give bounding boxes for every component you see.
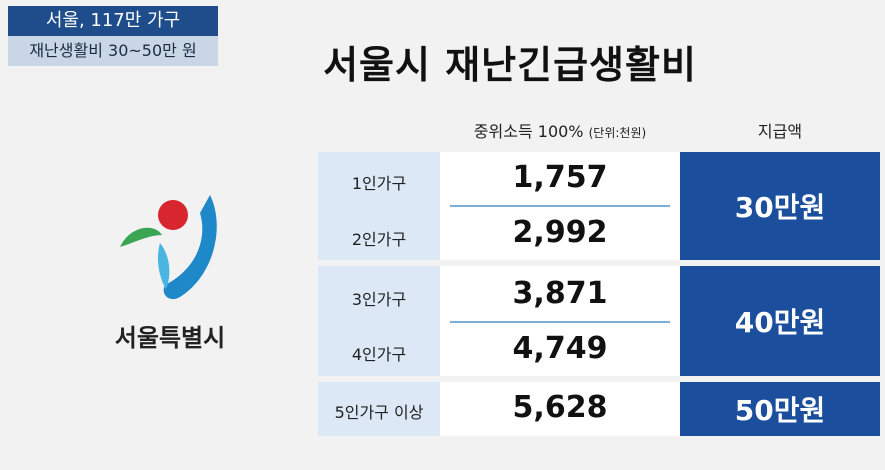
value-cell bbox=[440, 382, 680, 436]
household: 4인가구 bbox=[351, 345, 407, 364]
income: 3,871 bbox=[512, 276, 608, 311]
income: 5,628 bbox=[512, 390, 608, 425]
income: 4,749 bbox=[512, 331, 608, 366]
income-header: 중위소득 100% (단위:천원) bbox=[440, 118, 680, 142]
income: 1,757 bbox=[512, 160, 608, 195]
household: 3인가구 bbox=[351, 290, 407, 309]
amount: 40만원 bbox=[680, 266, 880, 376]
household: 5인가구 이상 bbox=[334, 403, 424, 422]
amount: 30만원 bbox=[680, 152, 880, 260]
logo-label: 서울특별시 bbox=[114, 324, 226, 352]
label-cell bbox=[318, 152, 440, 260]
title: 서울시 재난긴급생활비 bbox=[323, 43, 697, 87]
label-cell bbox=[318, 266, 440, 376]
amount-header: 지급액 bbox=[757, 122, 803, 141]
badge-bottom: 재난생활비 30~50만 원 bbox=[8, 36, 218, 66]
badge-top: 서울, 117만 가구 bbox=[8, 6, 218, 36]
label-cell bbox=[318, 382, 440, 436]
income: 2,992 bbox=[512, 215, 608, 250]
amount: 50만원 bbox=[680, 382, 880, 436]
unit: (단위:천원) bbox=[588, 126, 647, 140]
household: 2인가구 bbox=[351, 230, 407, 249]
separator bbox=[450, 321, 670, 323]
household: 1인가구 bbox=[351, 174, 407, 193]
header-text: 중위소득 100% bbox=[473, 122, 584, 141]
logo bbox=[120, 195, 217, 300]
separator bbox=[450, 205, 670, 207]
